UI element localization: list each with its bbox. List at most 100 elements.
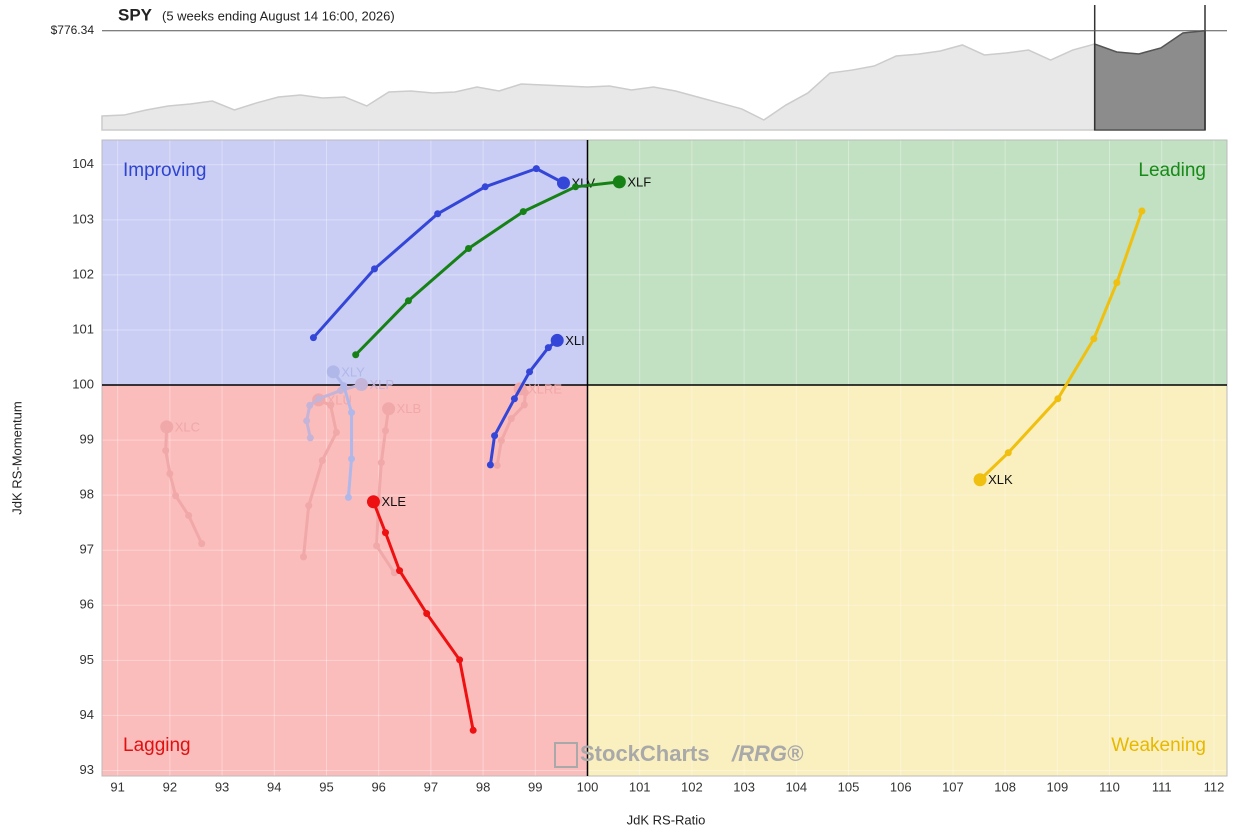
tail-point (332, 428, 340, 436)
tail-point (198, 540, 206, 548)
quadrant-label: Weakening (1111, 735, 1206, 756)
tail-point (306, 401, 314, 409)
price-area (101, 29, 1206, 131)
quadrant (102, 140, 588, 386)
highlight-area (1093, 29, 1206, 131)
tail-point (306, 434, 314, 442)
y-tick-label: 96 (80, 597, 94, 612)
tail-point (300, 553, 308, 561)
y-tick-label: 100 (72, 376, 94, 391)
head-point (366, 495, 380, 509)
y-tick-label: 97 (80, 542, 94, 557)
head-point (973, 473, 987, 487)
tail-point (318, 456, 326, 464)
tail-point (519, 208, 527, 216)
x-tick-label: 110 (1099, 779, 1120, 794)
tail-point (510, 395, 518, 403)
series-label: XLC (175, 419, 200, 434)
x-tick-label: 111 (1152, 779, 1172, 794)
tail-point (1090, 335, 1098, 343)
head-point (550, 333, 564, 347)
tail-point (1138, 207, 1146, 215)
tail (371, 500, 475, 732)
x-tick-label: 106 (890, 779, 912, 794)
x-tick-label: 97 (424, 779, 438, 794)
series-label: XLE (381, 494, 406, 509)
tail-point (532, 165, 540, 173)
tail (354, 180, 621, 357)
tail-point (381, 529, 389, 537)
y-tick-label: 102 (72, 266, 94, 281)
y-tick-label: 101 (72, 321, 94, 336)
tail-point (571, 183, 579, 191)
x-tick-label: 96 (371, 779, 385, 794)
x-tick-label: 105 (838, 779, 860, 794)
y-tick-label: 104 (72, 156, 94, 171)
x-tick-label: 112 (1204, 779, 1225, 794)
y-tick-label: 95 (80, 652, 94, 667)
series-label: XLK (988, 472, 1013, 487)
head-point (160, 420, 174, 434)
series-label: XLF (627, 174, 651, 189)
tail-point (352, 351, 360, 359)
tail-point (373, 542, 381, 550)
tail-point (371, 265, 379, 273)
tail-point (491, 432, 499, 440)
quadrant-label: Lagging (123, 735, 191, 756)
tail-point (526, 368, 534, 376)
x-tick-label: 99 (528, 779, 542, 794)
tail-point (344, 493, 352, 501)
tail-point (456, 656, 464, 664)
x-tick-label: 95 (319, 779, 333, 794)
head-point (612, 175, 626, 189)
head-point (354, 377, 368, 391)
tail-point (166, 470, 174, 478)
tail-point (303, 417, 311, 425)
chart-title: SPY (118, 5, 153, 24)
tail (311, 167, 565, 340)
x-tick-label: 109 (1046, 779, 1068, 794)
quadrant (102, 385, 588, 776)
series-label: XLY (341, 364, 365, 379)
tail-point (507, 415, 515, 423)
tail-point (493, 461, 501, 469)
tail-point (434, 210, 442, 218)
head-point (382, 402, 396, 416)
x-tick-label: 101 (629, 779, 651, 794)
tail-point (1004, 449, 1012, 457)
chart-subtitle: (5 weeks ending August 14 16:00, 2026) (162, 8, 395, 23)
y-tick-label: 103 (72, 211, 94, 226)
tail-point (327, 401, 335, 409)
x-tick-label: 108 (994, 779, 1016, 794)
watermark-icon (554, 742, 578, 768)
x-tick-label: 94 (267, 779, 281, 794)
tail-point (544, 344, 552, 352)
tail-point (464, 244, 472, 252)
head-point (326, 365, 340, 379)
x-tick-label: 98 (476, 779, 490, 794)
x-tick-label: 107 (942, 779, 964, 794)
tail-point (309, 334, 317, 342)
tail-point (348, 409, 356, 417)
tail-point (340, 382, 348, 390)
tail-point (396, 567, 404, 575)
x-tick-label: 102 (681, 779, 703, 794)
tail-point (305, 502, 313, 510)
quadrant (587, 140, 1227, 386)
tail-point (1113, 279, 1121, 287)
watermark: StockCharts (580, 741, 710, 766)
tail-point (381, 427, 389, 435)
tail-point (1054, 395, 1062, 403)
x-tick-label: 92 (163, 779, 177, 794)
tail-point (185, 512, 193, 520)
x-tick-label: 93 (215, 779, 229, 794)
plot-frame (101, 139, 1228, 777)
tail-point (404, 297, 412, 305)
tail-point (423, 610, 431, 618)
tail-point (497, 437, 505, 445)
tail (164, 425, 204, 546)
tail-point (377, 459, 385, 467)
tail-point (348, 455, 356, 463)
tail-point (520, 401, 528, 409)
